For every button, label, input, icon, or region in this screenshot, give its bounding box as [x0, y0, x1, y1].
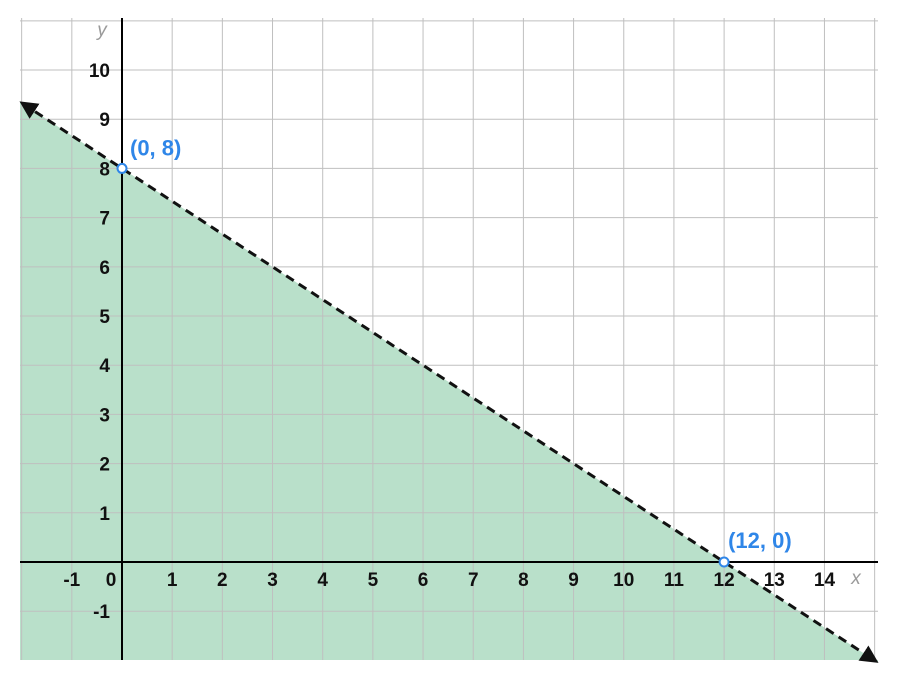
x-tick-label: 13 — [764, 570, 785, 591]
y-tick-label: 5 — [99, 307, 110, 328]
x-tick-label: 1 — [167, 570, 178, 591]
x-tick-label: 7 — [468, 570, 479, 591]
x-tick-label: 3 — [267, 570, 278, 591]
x-tick-label: 11 — [664, 570, 685, 591]
y-tick-label: 10 — [89, 61, 110, 82]
x-tick-label: 14 — [814, 570, 836, 591]
boundary-line — [19, 101, 879, 663]
x-tick-label: -1 — [63, 570, 80, 591]
boundary-line-layer — [19, 101, 879, 663]
x-tick-label: 6 — [418, 570, 429, 591]
point-marker — [718, 556, 730, 568]
y-tick-label: 2 — [99, 455, 110, 476]
x-tick-label: 2 — [217, 570, 228, 591]
x-tick-label: 5 — [368, 570, 379, 591]
x-tick-label: 4 — [317, 570, 328, 591]
points-layer — [116, 162, 730, 568]
y-tick-label: 7 — [99, 209, 110, 230]
point-marker — [116, 162, 128, 174]
y-tick-label: 1 — [99, 504, 110, 525]
y-tick-label: 3 — [99, 405, 110, 426]
labels-layer: -1 0 1 2 3 4 5 6 7 8 9 10 11 12 13 14-112345678910xy(0,… — [63, 20, 862, 623]
y-tick-label: 6 — [99, 258, 110, 279]
point-label: (0, 8) — [130, 135, 181, 160]
x-tick-label: 12 — [714, 570, 735, 591]
y-tick-label: 9 — [99, 110, 110, 131]
x-axis-label: x — [850, 568, 862, 589]
point-label: (12, 0) — [728, 528, 792, 553]
x-tick-label: 9 — [568, 570, 579, 591]
x-tick-label: 8 — [518, 570, 529, 591]
x-tick-label: 0 — [106, 570, 117, 591]
y-axis-label: y — [95, 20, 108, 41]
y-tick-label: 8 — [99, 159, 110, 180]
y-tick-label: -1 — [93, 602, 110, 623]
y-tick-label: 4 — [99, 356, 110, 377]
x-tick-label: 10 — [613, 570, 634, 591]
